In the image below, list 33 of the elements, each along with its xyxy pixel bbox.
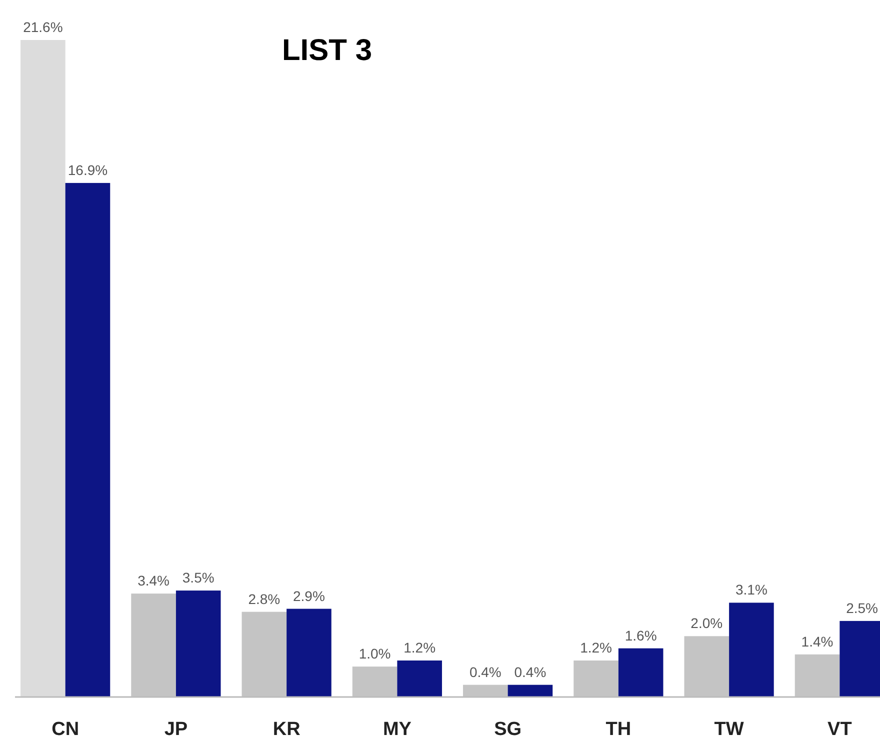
bar — [729, 602, 774, 697]
x-tick-label: TW — [714, 719, 744, 740]
x-tick-label: MY — [382, 719, 412, 740]
chart-title: LIST 3 — [282, 34, 372, 67]
data-label: 3.5% — [182, 570, 214, 586]
data-label: 0.4% — [469, 664, 502, 680]
bar — [618, 648, 664, 697]
data-label: 0.4% — [514, 664, 546, 680]
data-label: 21.6% — [23, 19, 63, 35]
x-tick-label: SG — [494, 719, 522, 740]
x-tick-label: VT — [828, 719, 852, 740]
bar — [508, 684, 553, 697]
x-tick-label: KR — [272, 719, 301, 740]
data-label: 1.4% — [801, 633, 834, 650]
x-tick-label: JP — [164, 719, 188, 740]
bar — [20, 40, 66, 697]
bar — [397, 660, 442, 697]
data-label: 3.1% — [735, 582, 768, 598]
data-label: 16.9% — [68, 162, 108, 178]
data-label: 2.5% — [846, 600, 878, 616]
bar — [286, 608, 332, 697]
x-tick-label: TH — [606, 719, 632, 740]
data-label: 2.9% — [293, 588, 325, 604]
bar — [176, 590, 221, 697]
data-label: 1.0% — [358, 646, 391, 662]
data-label: 1.6% — [624, 627, 657, 644]
x-tick-label: CN — [52, 719, 80, 740]
bar — [65, 182, 110, 697]
data-label: 3.4% — [138, 572, 170, 589]
data-label: 2.0% — [690, 615, 723, 632]
data-label: 2.8% — [248, 590, 280, 607]
data-label: 1.2% — [580, 640, 612, 656]
data-label: 1.2% — [404, 640, 436, 656]
